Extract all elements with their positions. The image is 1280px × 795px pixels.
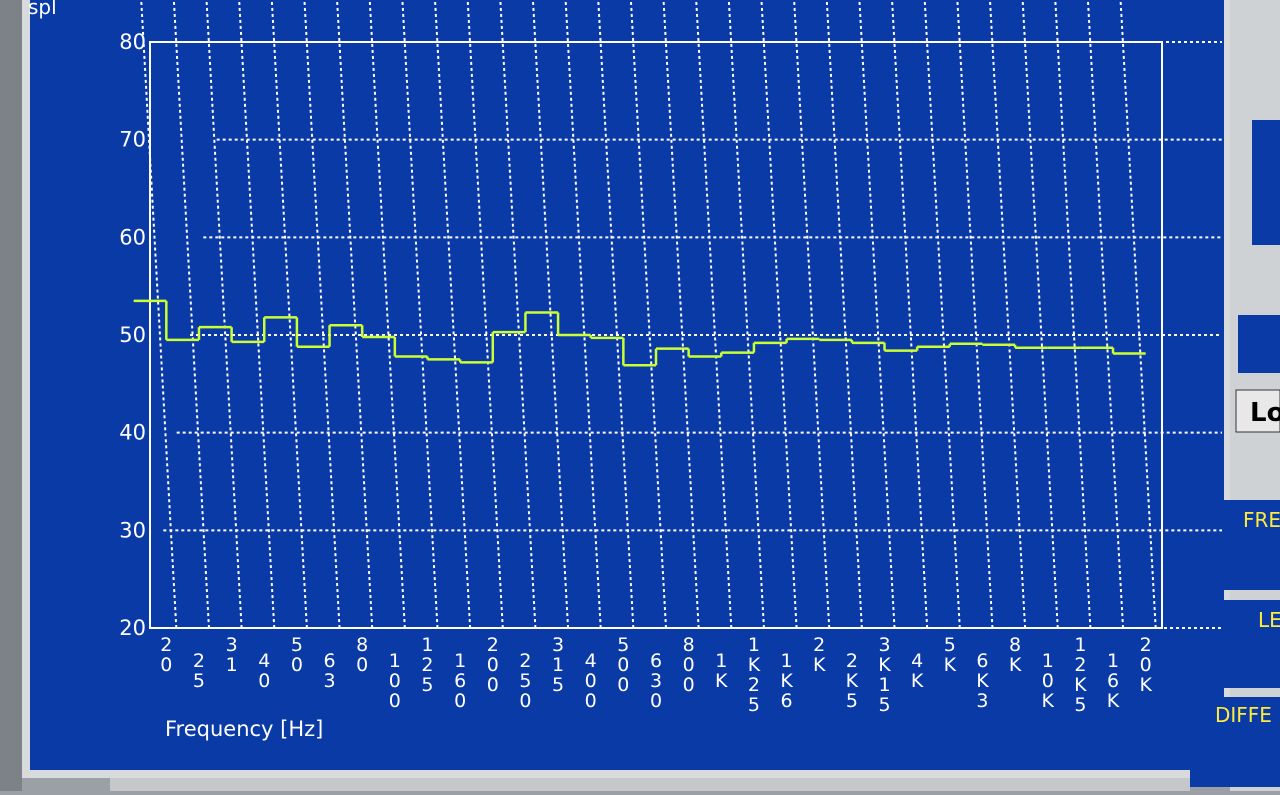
grid-line-v — [466, 1, 504, 629]
x-tick-label cat: 50 — [286, 634, 308, 674]
grid-line-v — [303, 1, 341, 629]
x-tick-label cat: 6K3 — [971, 650, 993, 710]
x-tick-label cat: 1K6 — [776, 650, 798, 710]
grid-line-v — [825, 1, 863, 629]
y-tick-label: 50 — [119, 323, 146, 347]
y-tick-label: 40 — [119, 421, 146, 445]
side-label: FRE — [1243, 508, 1280, 532]
button[interactable] — [1235, 389, 1280, 433]
x-tick-label cat: 2K5 — [841, 650, 863, 710]
grid-line-v — [270, 1, 308, 629]
x-tick-label cat: 20 — [155, 634, 177, 674]
grid-line-v — [368, 1, 406, 629]
grid-line-v — [1087, 1, 1125, 629]
x-tick-label cat: 200 — [482, 634, 504, 694]
grid-line-v — [140, 1, 178, 629]
grid-line-v — [238, 1, 276, 629]
grid-line-v — [858, 1, 896, 629]
x-tick-label cat: 1K — [710, 650, 732, 690]
grid-line-v — [564, 1, 602, 629]
bezel — [0, 0, 22, 791]
x-tick-label cat: 80 — [351, 634, 373, 674]
grid-line-v — [434, 1, 472, 629]
side-box — [1205, 600, 1280, 688]
side-box — [1238, 315, 1280, 373]
chart-panel — [30, 0, 1224, 770]
grid-line-v — [630, 1, 667, 629]
x-tick-label cat: 630 — [645, 650, 667, 710]
grid-line-v — [597, 1, 635, 629]
x-tick-label cat: 100 — [384, 650, 406, 710]
grid-line-v — [172, 1, 210, 629]
button-label[interactable]: Lo — [1250, 398, 1280, 428]
x-axis-label: Frequency [Hz] — [165, 717, 323, 741]
x-tick-label cat: 16K — [1102, 650, 1124, 710]
side-box — [1252, 120, 1280, 245]
x-tick-label cat: 10K — [1037, 650, 1059, 710]
grid-line-v — [793, 1, 831, 629]
x-tick-label cat: 315 — [547, 634, 569, 694]
grid-line-v — [923, 1, 961, 629]
x-tick-label cat: 8K — [1004, 634, 1026, 674]
grid-line-v — [336, 1, 374, 629]
grid-line-v — [662, 1, 700, 629]
x-tick-label cat: 160 — [449, 650, 471, 710]
side-label: LE — [1258, 608, 1280, 632]
grid-line-v — [1021, 1, 1059, 629]
grid-line-v — [532, 1, 570, 629]
grid-line-v — [727, 1, 765, 629]
grid-line-v — [499, 1, 537, 629]
x-tick-label cat: 400 — [580, 650, 602, 710]
y-tick-label: 80 — [119, 30, 146, 54]
x-tick-label cat: 250 — [514, 650, 536, 710]
grid-line-v — [695, 1, 733, 629]
bottom-strip — [110, 778, 1190, 791]
grid-line-v — [891, 1, 929, 629]
x-tick-label cat: 3K15 — [874, 634, 896, 714]
x-tick-label cat: 1K25 — [743, 634, 765, 714]
x-tick-label cat: 5K — [939, 634, 961, 674]
grid-line-v — [760, 1, 798, 629]
y-tick-label: 70 — [119, 128, 146, 152]
grid-line-v — [1119, 1, 1157, 629]
grid-line-v — [1054, 1, 1092, 629]
grid-line-v — [205, 1, 243, 629]
x-tick-label cat: 2K — [808, 634, 830, 674]
y-tick-label: 60 — [119, 225, 146, 249]
x-tick-label cat: 800 — [678, 634, 700, 694]
x-tick-label cat: 20K — [1135, 634, 1157, 694]
x-tick-label cat: 63 — [319, 650, 341, 690]
x-tick-label cat: 125 — [416, 634, 438, 694]
x-tick-label cat: 40 — [253, 650, 275, 690]
x-tick-label cat: 31 — [221, 634, 243, 674]
grid-line-v — [989, 1, 1027, 629]
y-tick-label: 30 — [119, 518, 146, 542]
grid-line-v — [956, 1, 994, 629]
x-tick-label cat: 500 — [612, 634, 634, 694]
side-label: DIFFE — [1215, 703, 1272, 727]
grid-line-v — [401, 1, 439, 629]
side-box — [1218, 500, 1280, 590]
x-tick-label cat: 4K — [906, 650, 928, 690]
x-tick-label cat: 12K5 — [1069, 634, 1091, 714]
side-box — [1190, 697, 1280, 787]
y-tick-label: 20 — [119, 616, 146, 640]
y-axis-label: spl — [28, 0, 57, 19]
x-tick-label cat: 25 — [188, 650, 210, 690]
